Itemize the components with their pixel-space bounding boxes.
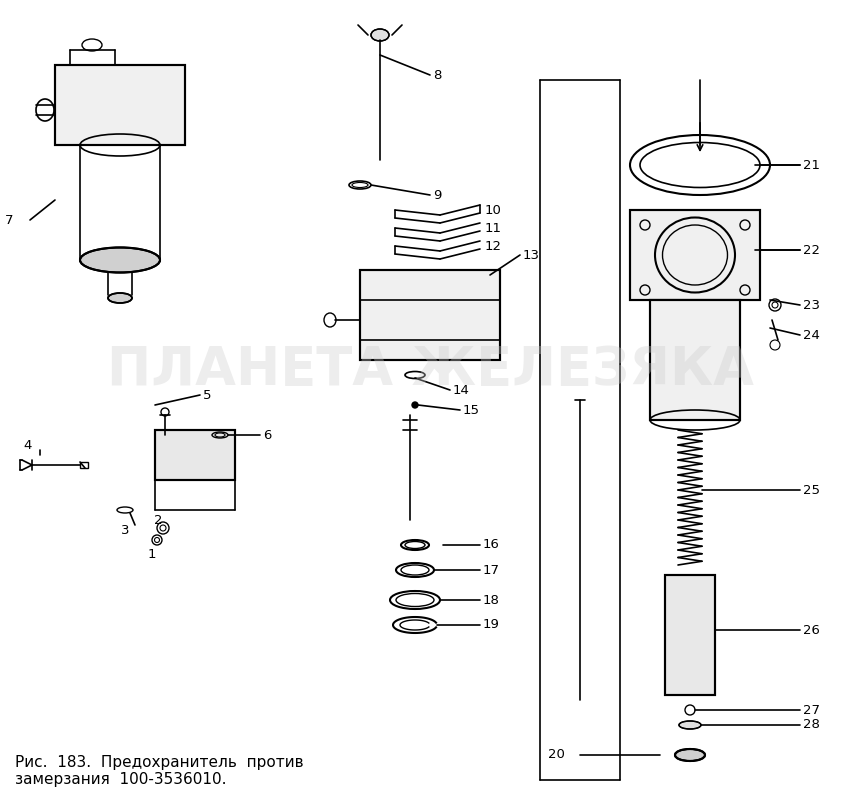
Bar: [155, 430, 235, 480]
Text: 6: 6: [263, 428, 271, 441]
Bar: [649, 300, 739, 420]
Ellipse shape: [678, 721, 700, 729]
Bar: [629, 210, 759, 300]
Text: 8: 8: [432, 68, 441, 81]
Text: 26: 26: [802, 624, 819, 637]
Bar: [55, 65, 185, 145]
Ellipse shape: [80, 247, 160, 273]
Bar: [360, 270, 499, 360]
Text: 13: 13: [523, 249, 539, 262]
Text: 10: 10: [485, 204, 501, 217]
Ellipse shape: [108, 293, 132, 303]
Text: 12: 12: [485, 240, 501, 253]
Bar: [649, 300, 739, 420]
Text: 2: 2: [153, 514, 162, 526]
Text: 28: 28: [802, 719, 819, 732]
Bar: [80, 462, 88, 468]
Bar: [155, 430, 235, 480]
Text: 27: 27: [802, 704, 819, 716]
Text: 4: 4: [23, 439, 31, 452]
Bar: [629, 210, 759, 300]
Text: 9: 9: [432, 188, 441, 201]
Text: 7: 7: [5, 213, 14, 226]
Circle shape: [412, 402, 418, 408]
Text: ПЛАНЕТА ЖЕЛЕЗЯКА: ПЛАНЕТА ЖЕЛЕЗЯКА: [108, 344, 753, 396]
Text: 20: 20: [548, 749, 564, 762]
Bar: [360, 270, 499, 360]
Text: 18: 18: [482, 593, 499, 606]
Text: 5: 5: [202, 389, 211, 402]
Bar: [55, 65, 185, 145]
Text: 24: 24: [802, 328, 819, 341]
Text: 23: 23: [802, 299, 819, 312]
Bar: [664, 575, 714, 695]
Text: 3: 3: [121, 523, 129, 536]
Text: 15: 15: [462, 403, 480, 416]
Text: 25: 25: [802, 484, 819, 497]
Text: 21: 21: [802, 159, 819, 171]
Text: 22: 22: [802, 243, 819, 257]
Text: 11: 11: [485, 221, 501, 234]
Text: 16: 16: [482, 539, 499, 551]
Text: 1: 1: [147, 548, 156, 562]
Ellipse shape: [370, 29, 388, 41]
Text: 14: 14: [453, 383, 469, 397]
Bar: [664, 575, 714, 695]
Text: Рис.  183.  Предохранитель  против
замерзания  100-3536010.: Рис. 183. Предохранитель против замерзан…: [15, 755, 303, 787]
Ellipse shape: [674, 749, 704, 761]
Text: 19: 19: [482, 618, 499, 631]
Text: 17: 17: [482, 564, 499, 576]
